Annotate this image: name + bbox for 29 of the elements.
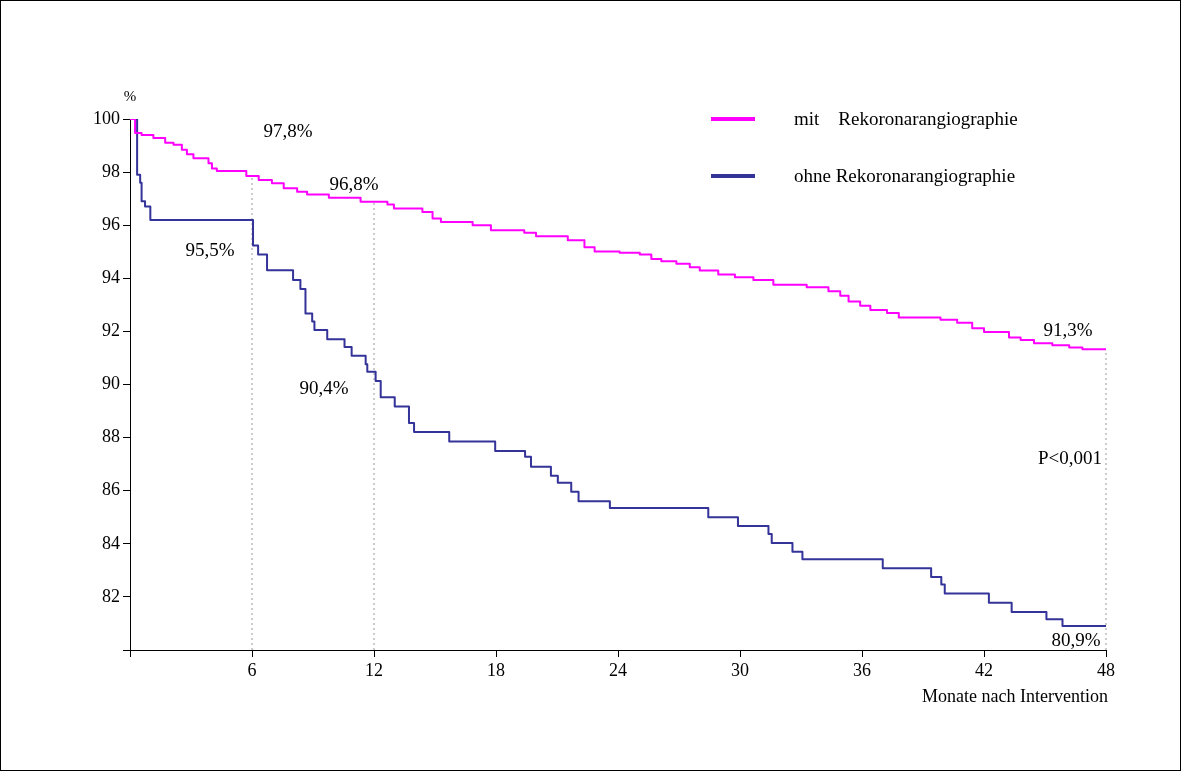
x-tick-label: 30	[731, 659, 749, 680]
annotation: 91,3%	[1043, 318, 1093, 340]
annotation: 95,5%	[185, 239, 235, 261]
annotation: 90,4%	[299, 376, 349, 398]
y-tick-label: 92	[102, 320, 120, 341]
y-tick-label: 84	[102, 532, 120, 553]
y-tick-label: 100	[93, 107, 120, 128]
annotation: P<0,001	[1037, 447, 1102, 469]
x-axis-title: Monate nach Intervention	[922, 686, 1108, 706]
annotation: 96,8%	[329, 172, 379, 194]
x-tick-label: 36	[853, 659, 871, 680]
y-tick-label: 88	[102, 426, 120, 447]
legend-label: ohne Rekoronarangiographie	[794, 165, 1016, 186]
y-tick-label: 90	[102, 373, 120, 394]
legend-label: mit Rekoronarangiographie	[794, 108, 1018, 129]
x-tick-label: 42	[975, 659, 993, 680]
x-tick-label: 48	[1097, 659, 1115, 680]
x-tick-label: 18	[487, 659, 505, 680]
y-tick-label: 96	[102, 213, 120, 234]
y-tick-label: 98	[102, 160, 120, 181]
annotation: 97,8%	[263, 120, 313, 142]
annotation: 80,9%	[1051, 629, 1101, 651]
y-tick-label: 94	[102, 267, 120, 288]
x-tick-label: 12	[365, 659, 383, 680]
x-tick-label: 6	[247, 659, 257, 680]
x-tick-label: 24	[609, 659, 627, 680]
y-axis-title: %	[123, 88, 137, 104]
y-tick-label: 86	[102, 479, 120, 500]
y-tick-label: 82	[102, 585, 120, 606]
